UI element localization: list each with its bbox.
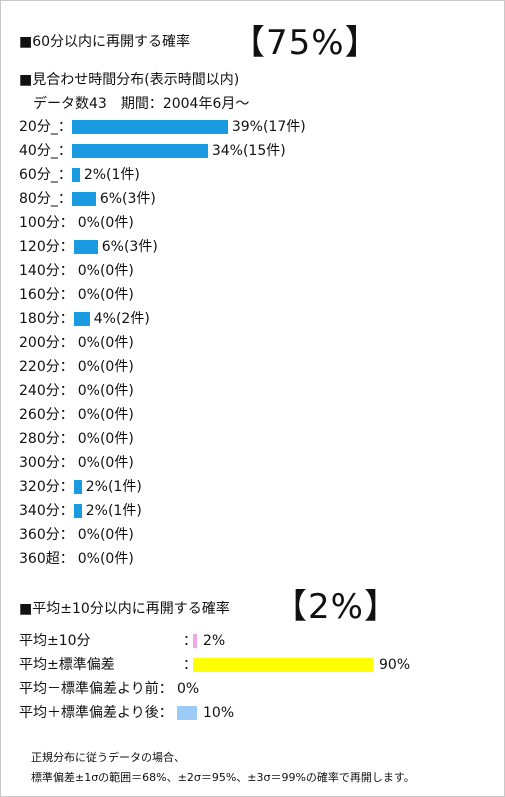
value-label: 2%(1件) xyxy=(83,167,140,183)
value-label: 39%(17件) xyxy=(231,119,306,135)
bar-row: 200分： 0%(0件) xyxy=(19,333,134,353)
stat-row: 平均±標準偏差： 90% xyxy=(19,655,499,675)
bar xyxy=(73,240,98,254)
stat-value: 10% xyxy=(203,705,235,721)
category-label: 60分_： xyxy=(19,167,72,183)
category-label: 120分： xyxy=(19,239,74,255)
category-label: 300分： xyxy=(19,455,74,471)
stat-value: 0% xyxy=(177,681,200,697)
stat-value: 90% xyxy=(379,657,411,673)
bar xyxy=(73,312,90,326)
bar-row: 20分_： 39%(17件) xyxy=(19,117,306,137)
category-label: 240分： xyxy=(19,383,74,399)
category-label: 360分： xyxy=(19,527,74,543)
bar-row: 300分： 0%(0件) xyxy=(19,453,134,473)
distribution-heading: ■見合わせ時間分布(表示時間以内) xyxy=(19,72,240,88)
value-label: 0%(0件) xyxy=(77,527,134,543)
value-label: 2%(1件) xyxy=(85,503,142,519)
stat-row: 平均－標準偏差より前： 0% xyxy=(19,679,499,699)
bar-row: 360分： 0%(0件) xyxy=(19,525,134,545)
category-label: 280分： xyxy=(19,431,74,447)
stat-name: 平均－標準偏差より前： xyxy=(19,681,173,697)
value-label: 0%(0件) xyxy=(77,359,134,375)
value-label: 0%(0件) xyxy=(77,383,134,399)
bar xyxy=(71,144,208,158)
category-label: 100分： xyxy=(19,215,74,231)
bar xyxy=(71,120,228,134)
value-label: 0%(0件) xyxy=(77,455,134,471)
data-meta: データ数43 期間：2004年6月～ xyxy=(33,96,250,112)
value-label: 2%(1件) xyxy=(85,479,142,495)
stat-value: 2% xyxy=(203,633,226,649)
footnote-line-2: 標準偏差±1σの範囲＝68%、±2σ＝95%、±3σ＝99%の確率で再開します。 xyxy=(31,771,415,784)
bar-row: 260分： 0%(0件) xyxy=(19,405,134,425)
value-label: 4%(2件) xyxy=(93,311,150,327)
category-label: 260分： xyxy=(19,407,74,423)
bar-row: 120分： 6%(3件) xyxy=(19,237,158,257)
category-label: 200分： xyxy=(19,335,74,351)
bar-row: 140分： 0%(0件) xyxy=(19,261,134,281)
stat-bar xyxy=(193,634,197,648)
stat-name: 平均±10分 xyxy=(19,633,91,649)
bar-row: 100分： 0%(0件) xyxy=(19,213,134,233)
stat-row: 平均±10分： 2% xyxy=(19,631,499,651)
category-label: 340分： xyxy=(19,503,74,519)
stat-bar xyxy=(177,706,197,720)
bar-row: 240分： 0%(0件) xyxy=(19,381,134,401)
bar xyxy=(73,480,82,494)
stat-row: 平均＋標準偏差より後： 10% xyxy=(19,703,499,723)
value-label: 0%(0件) xyxy=(77,215,134,231)
category-label: 360超： xyxy=(19,551,74,567)
value-label: 0%(0件) xyxy=(77,287,134,303)
value-label: 6%(3件) xyxy=(99,191,156,207)
category-label: 40分_： xyxy=(19,143,72,159)
bar-row: 40分_： 34%(15件) xyxy=(19,141,286,161)
bar-row: 280分： 0%(0件) xyxy=(19,429,134,449)
value-label: 0%(0件) xyxy=(77,551,134,567)
category-label: 180分： xyxy=(19,311,74,327)
footnote-line-1: 正規分布に従うデータの場合、 xyxy=(31,751,185,764)
value-label: 0%(0件) xyxy=(77,407,134,423)
stat-name: 平均±標準偏差 xyxy=(19,657,115,673)
stat-bar xyxy=(193,658,373,672)
bar xyxy=(71,192,96,206)
value-label: 0%(0件) xyxy=(77,431,134,447)
value-label: 6%(3件) xyxy=(101,239,158,255)
stats-value: 【2%】 xyxy=(273,587,399,627)
bar-row: 340分： 2%(1件) xyxy=(19,501,142,521)
bar-row: 60分_： 2%(1件) xyxy=(19,165,140,185)
stat-name: 平均＋標準偏差より後： xyxy=(19,705,173,721)
category-label: 160分： xyxy=(19,287,74,303)
category-label: 20分_： xyxy=(19,119,72,135)
stats-heading: ■平均±10分以内に再開する確率 xyxy=(19,601,230,617)
probability-value: 【75%】 xyxy=(231,23,380,63)
value-label: 0%(0件) xyxy=(77,263,134,279)
value-label: 34%(15件) xyxy=(211,143,286,159)
category-label: 220分： xyxy=(19,359,74,375)
category-label: 140分： xyxy=(19,263,74,279)
bar-row: 360超： 0%(0件) xyxy=(19,549,134,569)
bar-row: 180分： 4%(2件) xyxy=(19,309,150,329)
bar-row: 220分： 0%(0件) xyxy=(19,357,134,377)
bar-row: 160分： 0%(0件) xyxy=(19,285,134,305)
category-label: 80分_： xyxy=(19,191,72,207)
bar xyxy=(71,168,80,182)
probability-heading: ■60分以内に再開する確率 xyxy=(19,34,191,50)
value-label: 0%(0件) xyxy=(77,335,134,351)
category-label: 320分： xyxy=(19,479,74,495)
bar xyxy=(73,504,82,518)
bar-row: 80分_： 6%(3件) xyxy=(19,189,156,209)
bar-row: 320分： 2%(1件) xyxy=(19,477,142,497)
